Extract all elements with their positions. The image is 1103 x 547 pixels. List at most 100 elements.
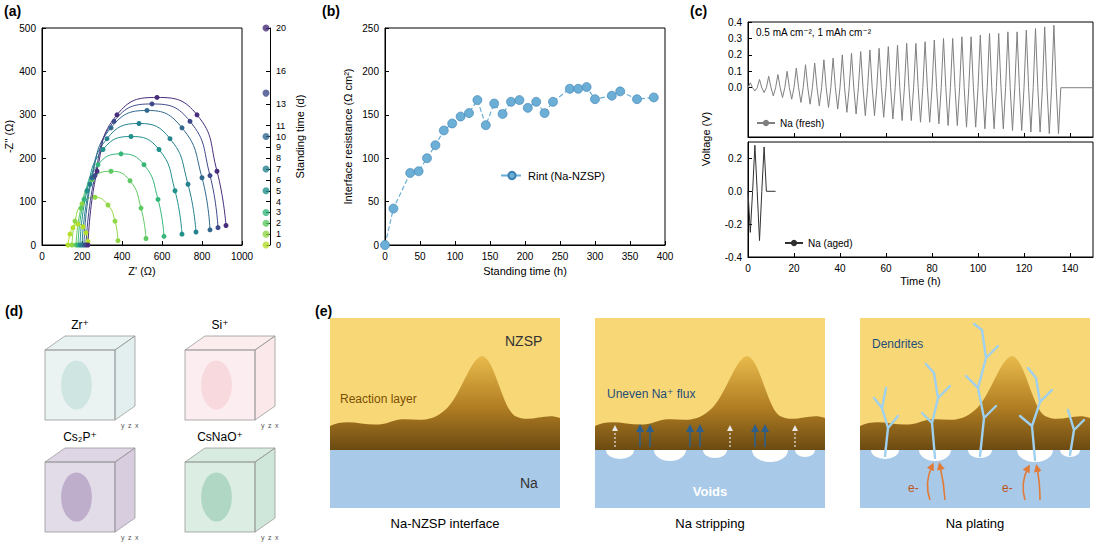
svg-text:Uneven Na⁺ flux: Uneven Na⁺ flux xyxy=(607,387,695,401)
svg-text:6: 6 xyxy=(276,175,281,185)
svg-text:400: 400 xyxy=(114,251,131,262)
svg-text:250: 250 xyxy=(552,251,569,262)
svg-text:350: 350 xyxy=(622,251,639,262)
svg-text:200: 200 xyxy=(19,153,36,164)
svg-text:0: 0 xyxy=(745,263,751,274)
svg-text:-0.2: -0.2 xyxy=(725,219,743,230)
svg-text:(b): (b) xyxy=(322,3,340,19)
svg-text:20: 20 xyxy=(276,23,286,33)
svg-text:2: 2 xyxy=(276,218,281,228)
svg-text:Interface resistance (Ω cm²): Interface resistance (Ω cm²) xyxy=(342,69,354,205)
svg-text:400: 400 xyxy=(657,251,674,262)
svg-text:0: 0 xyxy=(276,240,281,250)
svg-text:z: z xyxy=(268,422,272,429)
svg-text:Na plating: Na plating xyxy=(946,516,1005,531)
svg-text:Na (aged): Na (aged) xyxy=(808,238,852,249)
svg-text:40: 40 xyxy=(834,263,846,274)
svg-text:3: 3 xyxy=(276,207,281,217)
svg-text:Na-NZSP interface: Na-NZSP interface xyxy=(391,516,500,531)
svg-text:(d): (d) xyxy=(5,303,23,319)
svg-text:400: 400 xyxy=(19,66,36,77)
svg-text:0.5 mA cm⁻², 1 mAh cm⁻²: 0.5 mA cm⁻², 1 mAh cm⁻² xyxy=(756,27,872,38)
svg-text:13: 13 xyxy=(276,99,286,109)
svg-text:Reaction layer: Reaction layer xyxy=(340,392,417,406)
svg-text:600: 600 xyxy=(154,251,171,262)
svg-text:50: 50 xyxy=(414,251,426,262)
svg-text:50: 50 xyxy=(368,196,380,207)
svg-text:z: z xyxy=(128,534,132,541)
svg-text:Si⁺: Si⁺ xyxy=(211,318,228,332)
svg-text:Na (fresh): Na (fresh) xyxy=(780,118,824,129)
svg-text:CsNaO⁺: CsNaO⁺ xyxy=(197,430,243,444)
svg-text:20: 20 xyxy=(788,263,800,274)
svg-text:9: 9 xyxy=(276,142,281,152)
svg-text:0: 0 xyxy=(382,251,388,262)
svg-text:e-: e- xyxy=(908,481,919,495)
svg-text:100: 100 xyxy=(447,251,464,262)
svg-text:Na: Na xyxy=(520,475,538,491)
svg-text:(c): (c) xyxy=(690,3,707,19)
svg-text:-0.4: -0.4 xyxy=(725,252,743,263)
svg-text:NZSP: NZSP xyxy=(505,333,542,349)
svg-text:1000: 1000 xyxy=(231,251,254,262)
svg-text:140: 140 xyxy=(1062,263,1079,274)
svg-text:4: 4 xyxy=(276,197,281,207)
svg-text:e-: e- xyxy=(1002,481,1013,495)
svg-text:0.0: 0.0 xyxy=(728,186,742,197)
svg-text:800: 800 xyxy=(194,251,211,262)
svg-text:-Z'' (Ω): -Z'' (Ω) xyxy=(3,120,15,153)
svg-text:1: 1 xyxy=(276,229,281,239)
svg-text:120: 120 xyxy=(1016,263,1033,274)
svg-text:300: 300 xyxy=(587,251,604,262)
svg-text:11: 11 xyxy=(276,121,285,131)
svg-text:300: 300 xyxy=(19,109,36,120)
svg-text:0: 0 xyxy=(39,251,45,262)
svg-text:100: 100 xyxy=(19,196,36,207)
svg-text:z: z xyxy=(268,534,272,541)
svg-text:0.4: 0.4 xyxy=(728,17,742,28)
svg-text:Standing time (d): Standing time (d) xyxy=(294,95,306,179)
svg-text:Zr⁺: Zr⁺ xyxy=(71,318,89,332)
svg-text:60: 60 xyxy=(880,263,892,274)
svg-text:16: 16 xyxy=(276,66,286,76)
svg-text:150: 150 xyxy=(362,109,379,120)
svg-text:x: x xyxy=(135,422,139,429)
svg-text:0.0: 0.0 xyxy=(728,82,742,93)
svg-text:(e): (e) xyxy=(315,303,332,319)
svg-text:Time (h): Time (h) xyxy=(900,275,941,287)
svg-text:x: x xyxy=(275,422,279,429)
svg-text:y: y xyxy=(121,422,125,430)
svg-text:z: z xyxy=(128,422,132,429)
svg-text:200: 200 xyxy=(74,251,91,262)
svg-text:0.1: 0.1 xyxy=(728,66,742,77)
svg-text:0: 0 xyxy=(373,240,379,251)
svg-text:8: 8 xyxy=(276,153,281,163)
svg-text:Rint (Na-NZSP): Rint (Na-NZSP) xyxy=(528,170,605,182)
svg-text:Voltage (V): Voltage (V) xyxy=(700,112,712,166)
svg-text:Z' (Ω): Z' (Ω) xyxy=(128,265,155,277)
svg-text:200: 200 xyxy=(362,66,379,77)
svg-text:5: 5 xyxy=(276,186,281,196)
svg-text:(a): (a) xyxy=(4,3,21,19)
svg-text:y: y xyxy=(261,422,265,430)
svg-text:100: 100 xyxy=(362,153,379,164)
svg-text:x: x xyxy=(135,534,139,541)
svg-text:Na stripping: Na stripping xyxy=(675,516,744,531)
svg-text:0: 0 xyxy=(30,240,36,251)
svg-text:x: x xyxy=(275,534,279,541)
svg-text:200: 200 xyxy=(517,251,534,262)
svg-text:80: 80 xyxy=(926,263,938,274)
svg-text:y: y xyxy=(121,534,125,542)
svg-text:0.2: 0.2 xyxy=(728,153,742,164)
svg-text:y: y xyxy=(261,534,265,542)
svg-text:Standing time (h): Standing time (h) xyxy=(483,265,567,277)
svg-text:0.3: 0.3 xyxy=(728,33,742,44)
svg-text:10: 10 xyxy=(276,132,286,142)
svg-text:Cs₂P⁺: Cs₂P⁺ xyxy=(63,430,97,444)
svg-text:Voids: Voids xyxy=(693,484,727,499)
svg-text:250: 250 xyxy=(362,23,379,34)
svg-text:150: 150 xyxy=(482,251,499,262)
svg-text:0.2: 0.2 xyxy=(728,49,742,60)
svg-text:500: 500 xyxy=(19,23,36,34)
svg-text:100: 100 xyxy=(970,263,987,274)
